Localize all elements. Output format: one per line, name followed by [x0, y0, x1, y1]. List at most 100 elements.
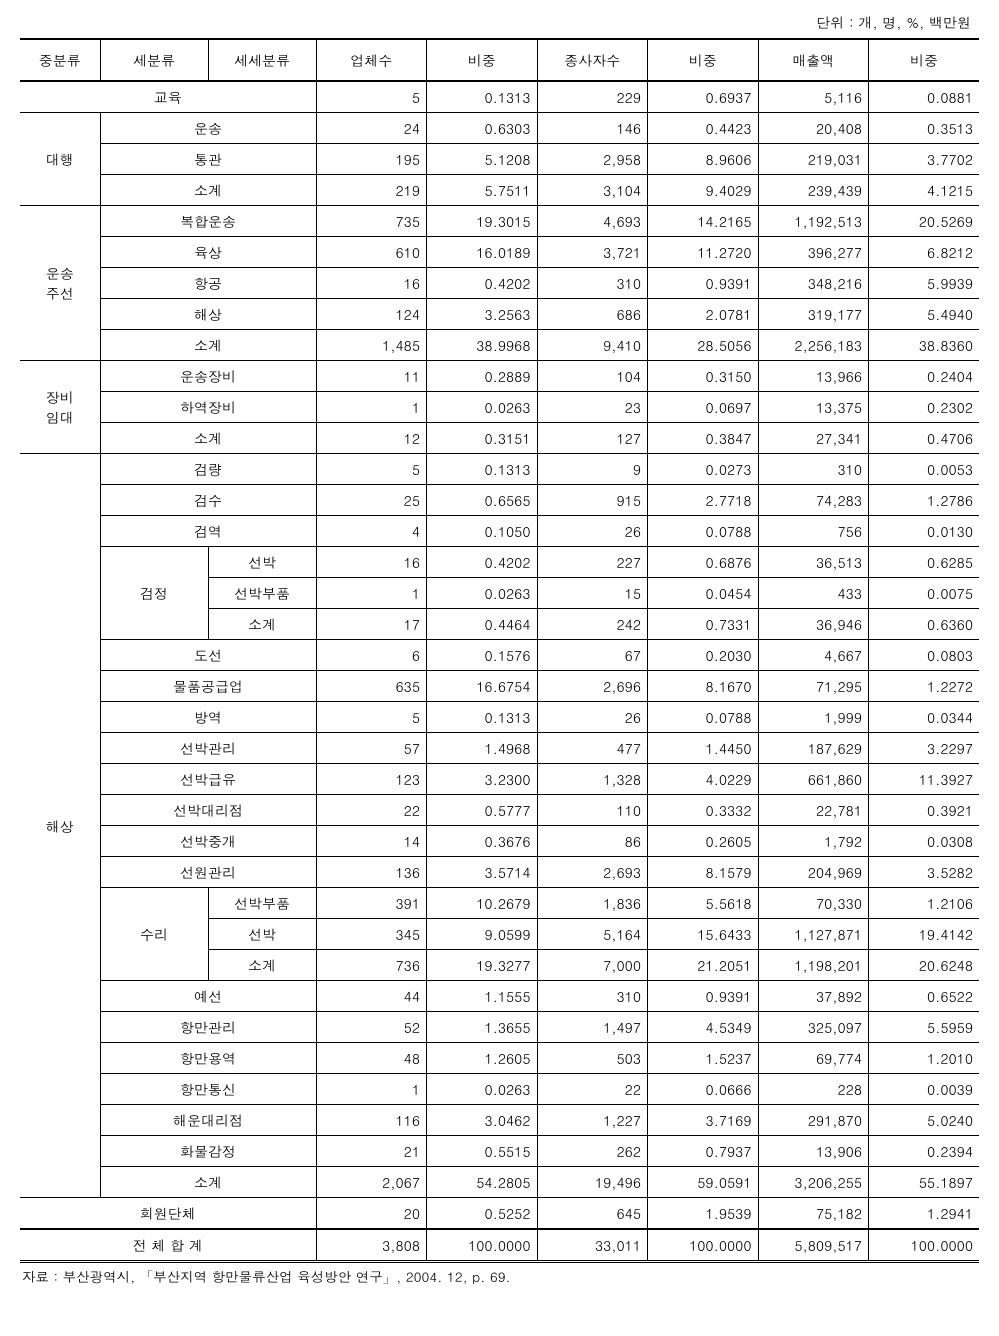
cat2-cell: 항만통신 [100, 1074, 316, 1105]
value-cell: 7,000 [537, 950, 648, 981]
value-cell: 0.0053 [869, 454, 980, 485]
value-cell: 2,693 [537, 857, 648, 888]
value-cell: 69,774 [758, 1043, 869, 1074]
value-cell: 21 [316, 1136, 427, 1167]
cat2-cell: 육상 [100, 237, 316, 268]
value-cell: 9.4029 [648, 175, 759, 206]
value-cell: 5,116 [758, 81, 869, 113]
value-cell: 325,097 [758, 1012, 869, 1043]
value-cell: 195 [316, 144, 427, 175]
cat2-cell: 선박대리점 [100, 795, 316, 826]
value-cell: 1.4450 [648, 733, 759, 764]
table-row: 항공160.42023100.9391348,2165.9939 [20, 268, 979, 299]
value-cell: 0.0263 [427, 392, 538, 423]
value-cell: 3,206,255 [758, 1167, 869, 1198]
value-cell: 136 [316, 857, 427, 888]
value-cell: 110 [537, 795, 648, 826]
cat2-cell: 선박급유 [100, 764, 316, 795]
cat2-cell: 선박관리 [100, 733, 316, 764]
table-row: 대행운송240.63031460.442320,4080.3513 [20, 113, 979, 144]
value-cell: 12 [316, 423, 427, 454]
value-cell: 1,227 [537, 1105, 648, 1136]
table-row: 방역50.1313260.07881,9990.0344 [20, 702, 979, 733]
value-cell: 13,906 [758, 1136, 869, 1167]
value-cell: 26 [537, 516, 648, 547]
value-cell: 1,328 [537, 764, 648, 795]
cat2-cell: 해운대리점 [100, 1105, 316, 1136]
value-cell: 1.2010 [869, 1043, 980, 1074]
value-cell: 3.0462 [427, 1105, 538, 1136]
value-cell: 27,341 [758, 423, 869, 454]
value-cell: 20.6248 [869, 950, 980, 981]
value-cell: 75,182 [758, 1198, 869, 1230]
value-cell: 0.5252 [427, 1198, 538, 1230]
value-cell: 8.9606 [648, 144, 759, 175]
value-cell: 3.5282 [869, 857, 980, 888]
value-cell: 52 [316, 1012, 427, 1043]
value-cell: 310 [537, 268, 648, 299]
value-cell: 3,721 [537, 237, 648, 268]
cat2-cell: 선원관리 [100, 857, 316, 888]
value-cell: 5,809,517 [758, 1229, 869, 1262]
value-cell: 0.5515 [427, 1136, 538, 1167]
value-cell: 0.1313 [427, 454, 538, 485]
value-cell: 104 [537, 361, 648, 392]
value-cell: 1,497 [537, 1012, 648, 1043]
value-cell: 396,277 [758, 237, 869, 268]
value-cell: 0.3513 [869, 113, 980, 144]
value-cell: 348,216 [758, 268, 869, 299]
value-cell: 36,513 [758, 547, 869, 578]
table-row: 소계2195.75113,1049.4029239,4394.1215 [20, 175, 979, 206]
table-row: 물품공급업63516.67542,6968.167071,2951.2272 [20, 671, 979, 702]
value-cell: 1,999 [758, 702, 869, 733]
value-cell: 503 [537, 1043, 648, 1074]
cat2-cell: 통관 [100, 144, 316, 175]
table-row: 교육50.13132290.69375,1160.0881 [20, 81, 979, 113]
table-row: 전 체 합 계3,808100.000033,011100.00005,809,… [20, 1229, 979, 1262]
value-cell: 0.0075 [869, 578, 980, 609]
value-cell: 0.1313 [427, 81, 538, 113]
value-cell: 55.1897 [869, 1167, 980, 1198]
value-cell: 0.2889 [427, 361, 538, 392]
value-cell: 0.2404 [869, 361, 980, 392]
value-cell: 0.4423 [648, 113, 759, 144]
value-cell: 3.7169 [648, 1105, 759, 1136]
value-cell: 0.3847 [648, 423, 759, 454]
value-cell: 6 [316, 640, 427, 671]
value-cell: 15 [537, 578, 648, 609]
value-cell: 0.2302 [869, 392, 980, 423]
value-cell: 310 [537, 981, 648, 1012]
table-row: 수리선박부품39110.26791,8365.561870,3301.2106 [20, 888, 979, 919]
value-cell: 0.0344 [869, 702, 980, 733]
value-cell: 228 [758, 1074, 869, 1105]
value-cell: 477 [537, 733, 648, 764]
value-cell: 0.6285 [869, 547, 980, 578]
cat2-cell: 선박중개 [100, 826, 316, 857]
cat2-cell: 검정 [100, 547, 208, 640]
cat2-cell: 물품공급업 [100, 671, 316, 702]
value-cell: 19,496 [537, 1167, 648, 1198]
value-cell: 21.2051 [648, 950, 759, 981]
value-cell: 2,696 [537, 671, 648, 702]
value-cell: 1.1555 [427, 981, 538, 1012]
header-count: 업체수 [316, 39, 427, 81]
cat1-cell: 대행 [20, 113, 100, 206]
value-cell: 1 [316, 578, 427, 609]
value-cell: 17 [316, 609, 427, 640]
value-cell: 67 [537, 640, 648, 671]
value-cell: 38.8360 [869, 330, 980, 361]
value-cell: 15.6433 [648, 919, 759, 950]
value-cell: 4,667 [758, 640, 869, 671]
cat2-cell: 검량 [100, 454, 316, 485]
value-cell: 11.2720 [648, 237, 759, 268]
table-row: 소계1,48538.99689,41028.50562,256,18338.83… [20, 330, 979, 361]
cat1-cell: 해상 [20, 454, 100, 1198]
value-cell: 0.3150 [648, 361, 759, 392]
value-cell: 8.1579 [648, 857, 759, 888]
value-cell: 0.2605 [648, 826, 759, 857]
value-cell: 291,870 [758, 1105, 869, 1136]
table-row: 선박급유1233.23001,3284.0229661,86011.3927 [20, 764, 979, 795]
value-cell: 0.0881 [869, 81, 980, 113]
value-cell: 16 [316, 547, 427, 578]
value-cell: 3.2300 [427, 764, 538, 795]
